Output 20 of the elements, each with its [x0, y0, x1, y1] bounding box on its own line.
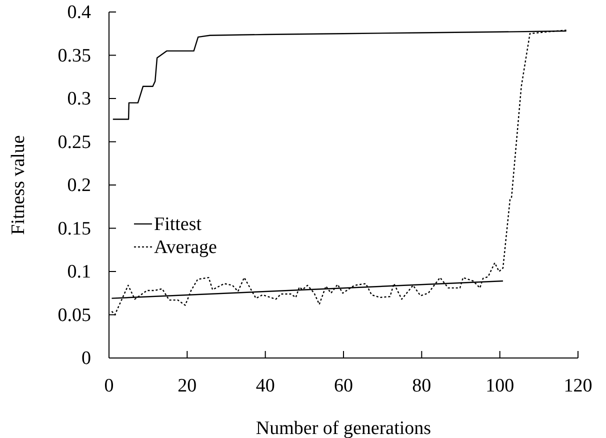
x-tick-label: 20	[178, 375, 197, 396]
legend-label: Fittest	[154, 214, 202, 235]
y-tick-label: 0.2	[67, 175, 91, 196]
x-tick-label: 100	[486, 375, 514, 396]
x-tick-label: 40	[256, 375, 275, 396]
y-tick-label: 0.35	[58, 45, 91, 66]
x-axis-title: Number of generations	[256, 418, 432, 438]
y-axis-title: Fitness value	[8, 135, 29, 235]
y-tick-label: 0.3	[67, 88, 91, 110]
x-tick-label: 120	[564, 375, 592, 396]
x-tick-label: 80	[412, 375, 432, 396]
x-tick-label: 60	[334, 375, 353, 396]
y-tick-label: 0.15	[58, 218, 91, 240]
y-tick-label: 0.4	[67, 2, 92, 24]
legend-label: Average	[154, 236, 217, 258]
y-tick-label: 0	[82, 348, 91, 370]
x-tick-label: 0	[104, 375, 114, 396]
y-tick-label: 0.25	[58, 132, 91, 153]
y-tick-label: 0.1	[67, 262, 91, 283]
y-tick-label: 0.05	[58, 304, 91, 326]
